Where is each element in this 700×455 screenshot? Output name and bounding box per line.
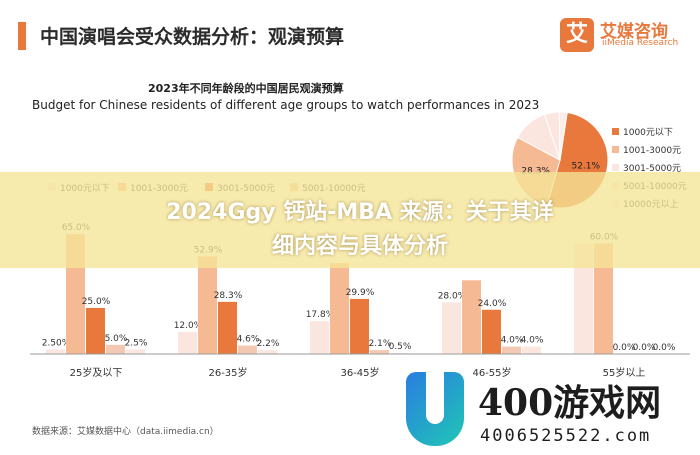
bar-1-2 [218, 301, 237, 354]
chart-title: 2023年不同年龄段的中国居民观演预算 [148, 82, 344, 95]
pie-legend-label-2: 3001-5000元 [623, 164, 681, 174]
bar-label-4-2: 0.0% [613, 343, 636, 353]
bar-3-0 [442, 302, 461, 354]
bar-label-2-0: 17.8% [306, 310, 335, 320]
bar-1-1 [198, 256, 217, 354]
x-tick-label-1: 26-35岁 [208, 366, 247, 379]
bar-label-3-2: 24.0% [478, 299, 507, 309]
bar-0-3 [106, 344, 125, 354]
bar-3-4 [522, 346, 541, 354]
bar-label-1-0: 12.0% [174, 321, 203, 331]
overlay-banner [0, 172, 700, 268]
pie-legend-label-0: 1000元以下 [623, 128, 673, 138]
bar-1-0 [178, 331, 197, 354]
bar-label-2-3: 2.1% [369, 339, 392, 349]
bar-label-4-4: 0.0% [653, 343, 676, 353]
bar-0-0 [46, 349, 65, 354]
bar-label-0-3: 5.0% [105, 334, 128, 344]
bar-2-1 [330, 263, 349, 354]
bar-3-2 [482, 309, 501, 354]
watermark-logo-icon [406, 372, 464, 446]
bar-label-0-2: 25.0% [82, 297, 111, 307]
x-tick-label-3: 46-55岁 [472, 366, 511, 379]
x-tick-label-2: 36-45岁 [340, 366, 379, 379]
bar-1-4 [258, 349, 277, 354]
bar-label-2-2: 29.9% [346, 288, 375, 298]
watermark-text: 400游戏网 [478, 382, 662, 424]
source-note: 数据来源：艾媒数据中心（data.iimedia.cn） [32, 427, 219, 437]
overlay-line-1: 2024Ggy 钙站-MBA 来源：关于其详 [166, 200, 554, 225]
bar-label-0-4: 2.5% [125, 338, 148, 348]
pie-legend-swatch-2 [612, 164, 619, 171]
pie-legend-swatch-0 [612, 128, 619, 135]
bar-2-0 [310, 321, 329, 354]
bar-label-2-4: 0.5% [389, 342, 412, 352]
watermark-number: 4006525522.com [480, 426, 652, 446]
watermark-logo-cutout [426, 372, 444, 424]
bar-1-3 [238, 345, 257, 354]
bar-3-3 [502, 346, 521, 354]
bar-label-3-4: 4.0% [521, 336, 544, 346]
bar-label-3-0: 28.0% [438, 291, 467, 301]
bar-2-2 [350, 298, 369, 354]
page-title: 中国演唱会受众数据分析：观演预算 [40, 26, 345, 48]
logo-icon: 艾 [560, 18, 594, 52]
header: 中国演唱会受众数据分析：观演预算 艾 艾媒咨询 iiMedia Research [0, 0, 700, 70]
pie-slice-4 [558, 111, 568, 161]
x-tick-label-0: 25岁及以下 [70, 366, 123, 379]
bar-0-4 [126, 349, 145, 354]
pie-legend-label-1: 1001-3000元 [623, 146, 681, 156]
bar-3-1 [462, 280, 481, 354]
bar-label-3-3: 4.0% [501, 336, 524, 346]
watermark: 400游戏网 4006525522.com [400, 370, 700, 455]
pie-legend-swatch-1 [612, 146, 619, 153]
bar-label-1-3: 4.6% [237, 335, 260, 345]
bar-4-0 [574, 243, 593, 354]
overlay-line-2: 细内容与具体分析 [271, 234, 448, 259]
overlay-banner-text: 2024Ggy 钙站-MBA 来源：关于其详 细内容与具体分析 [60, 196, 660, 264]
bar-label-1-4: 2.2% [257, 339, 280, 349]
bar-0-2 [86, 307, 105, 354]
bar-label-0-0: 2.50% [42, 338, 71, 348]
bar-label-4-3: 0.0% [633, 343, 656, 353]
bar-2-3 [370, 350, 389, 354]
chart-subtitle: Budget for Chinese residents of differen… [32, 98, 540, 112]
bar-label-1-2: 28.3% [214, 291, 243, 301]
pie-label-1: 28.3% [521, 166, 550, 176]
header-accent-bar [18, 22, 26, 50]
x-tick-label-4: 55岁以上 [603, 366, 646, 379]
bar-4-1 [594, 243, 613, 354]
logo-subtitle: iiMedia Research [602, 38, 679, 48]
logo-name: 艾媒咨询 [600, 22, 668, 42]
pie-label-0: 52.1% [571, 162, 600, 172]
